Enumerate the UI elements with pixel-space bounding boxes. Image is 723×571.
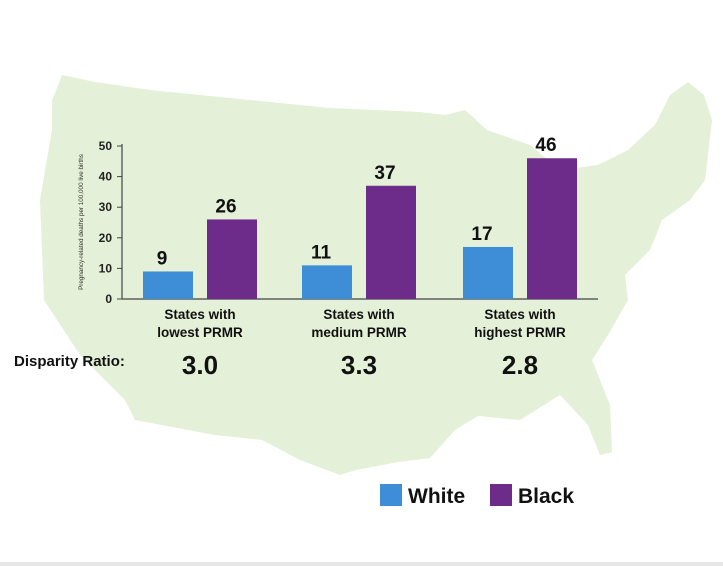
bar-white-1 [143,271,193,299]
disparity-ratio-value: 2.8 [502,350,538,380]
y-tick-label: 50 [99,139,113,153]
y-tick-label: 20 [99,231,113,245]
bar-white-2 [302,265,352,299]
legend-swatch-white [380,484,402,506]
bottom-divider [0,562,723,566]
y-axis: 0 10 20 30 40 50 [99,139,598,306]
category-label-line2: lowest PRMR [157,325,243,340]
data-label-black-3: 46 [535,135,556,156]
y-tick-label: 0 [105,292,112,306]
bar-white-3 [463,246,513,299]
category-label-line1: States with [323,307,394,322]
category-label-line1: States with [484,307,555,322]
legend-label-black: Black [518,485,574,508]
y-axis-label: Pregnancy-related deaths per 100,000 liv… [78,154,85,290]
y-tick-label: 40 [99,170,113,184]
category-label-line2: medium PRMR [311,325,407,340]
disparity-ratio-label: Disparity Ratio: [14,353,125,370]
data-label-black-1: 26 [215,196,236,217]
bars: 9 11 17 26 37 46 [143,135,577,299]
disparity-ratio-value: 3.3 [341,350,377,380]
category-label-line1: States with [164,307,235,322]
y-tick-label: 30 [99,200,113,214]
bar-black-2 [366,185,416,299]
category-label-line2: highest PRMR [474,325,566,340]
data-label-black-2: 37 [374,163,395,184]
legend-label-white: White [408,485,465,508]
bar-black-3 [527,158,577,299]
data-label-white-2: 11 [311,242,332,263]
category-labels: States with lowest PRMR States with medium … [157,307,566,340]
legend: White Black [380,484,574,508]
y-tick-label: 10 [99,261,113,275]
legend-swatch-black [490,484,512,506]
data-label-white-3: 17 [471,224,492,245]
disparity-ratios: 3.0 3.3 2.8 [182,350,538,380]
data-label-white-1: 9 [157,248,168,269]
bar-black-1 [207,219,257,299]
disparity-ratio-value: 3.0 [182,350,218,380]
